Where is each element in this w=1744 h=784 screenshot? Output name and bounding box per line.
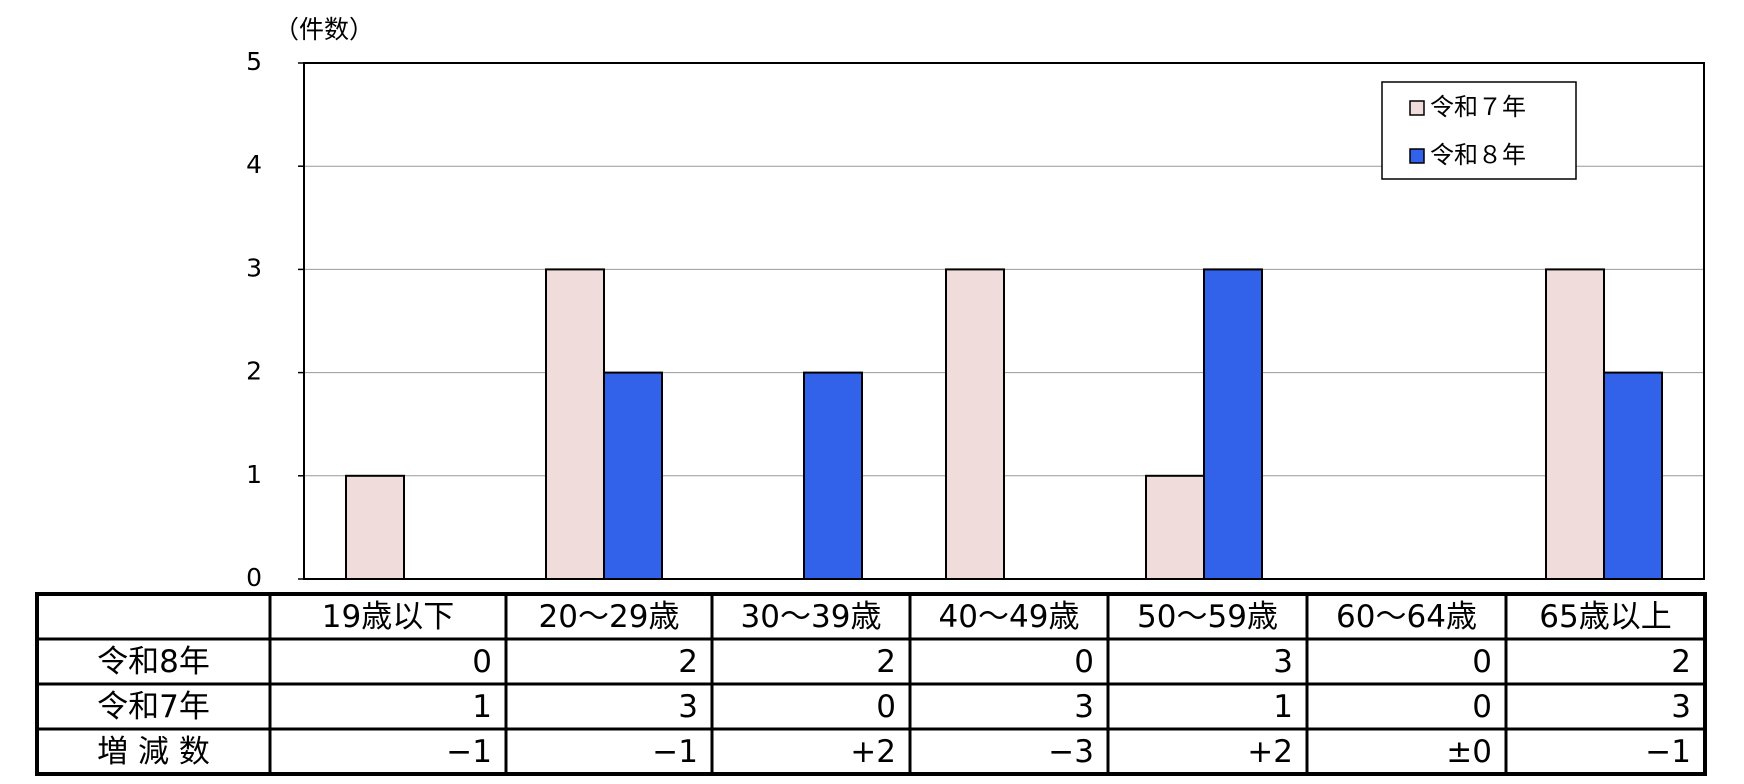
table-header: 65歳以上 xyxy=(1539,599,1671,635)
table-cell: −1 xyxy=(446,734,492,770)
table-header: 19歳以下 xyxy=(322,599,454,635)
table-cell: −3 xyxy=(1048,734,1094,770)
bar xyxy=(1603,371,1663,580)
table-cell: 0 xyxy=(1472,644,1492,680)
table-cell: +2 xyxy=(1247,734,1293,770)
table-cell: 3 xyxy=(1273,644,1293,680)
y-axis-label: （件数） xyxy=(274,15,374,44)
table-cell: 3 xyxy=(1074,689,1094,725)
table-cell: ±0 xyxy=(1446,734,1492,770)
table-cell: 3 xyxy=(678,689,698,725)
table-row-label: 令和8年 xyxy=(97,644,210,680)
legend-box xyxy=(1381,81,1577,180)
y-tick-label: 5 xyxy=(246,47,262,76)
table-cell: 2 xyxy=(876,644,896,680)
table-header: 20～29歳 xyxy=(539,599,680,635)
table-cell: +2 xyxy=(850,734,896,770)
table-cell: 0 xyxy=(876,689,896,725)
table-cell: −1 xyxy=(652,734,698,770)
table-cell: 0 xyxy=(472,644,492,680)
bar xyxy=(1545,268,1605,580)
y-tick-label: 4 xyxy=(246,150,262,179)
table-cell: 1 xyxy=(472,689,492,725)
bar xyxy=(1203,268,1263,580)
legend-label: 令和７年 xyxy=(1430,93,1526,121)
table-cell: −1 xyxy=(1645,734,1691,770)
table-cell: 1 xyxy=(1273,689,1293,725)
y-tick-label: 0 xyxy=(246,563,262,592)
table-cell: 0 xyxy=(1074,644,1094,680)
y-tick-label: 3 xyxy=(246,253,262,282)
table-cell: 2 xyxy=(678,644,698,680)
legend-swatch xyxy=(1409,148,1425,164)
y-tick-label: 1 xyxy=(246,460,262,489)
bar xyxy=(945,268,1005,580)
bar xyxy=(345,474,405,580)
table-cell: 2 xyxy=(1671,644,1691,680)
bar xyxy=(803,371,863,580)
legend-label: 令和８年 xyxy=(1430,141,1526,169)
bar xyxy=(1145,474,1205,580)
y-tick-label: 2 xyxy=(246,357,262,386)
table-header: 60～64歳 xyxy=(1336,599,1477,635)
table-row-label: 令和7年 xyxy=(97,689,210,725)
table-cell: 0 xyxy=(1472,689,1492,725)
bar xyxy=(603,371,663,580)
legend-swatch xyxy=(1409,100,1425,116)
table-header: 50～59歳 xyxy=(1137,599,1278,635)
table-header: 40～49歳 xyxy=(939,599,1080,635)
table-header: 30～39歳 xyxy=(741,599,882,635)
table-cell: 3 xyxy=(1671,689,1691,725)
table-row-label: 増 減 数 xyxy=(97,734,210,770)
bar xyxy=(545,268,605,580)
